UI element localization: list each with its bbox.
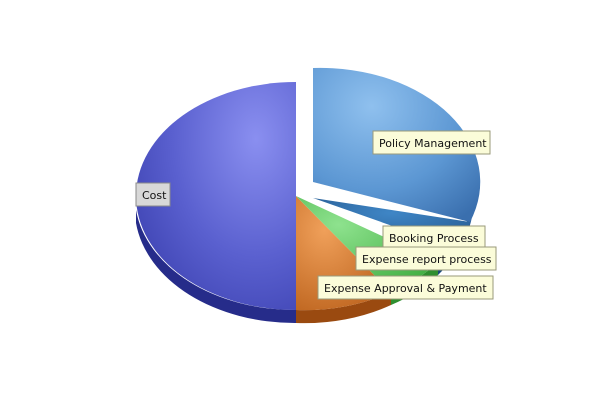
label-text: Expense report process xyxy=(362,253,492,266)
label-text: Expense Approval & Payment xyxy=(324,282,487,295)
label-text: Policy Management xyxy=(379,137,487,150)
label-expense-report-process: Expense report process xyxy=(355,246,497,271)
label-policy-management: Policy Management xyxy=(372,130,491,155)
label-booking-process: Booking Process xyxy=(382,225,486,250)
pie-slice-cost xyxy=(136,82,296,310)
label-expense-approval-payment: Expense Approval & Payment xyxy=(317,275,494,300)
label-text: Booking Process xyxy=(389,232,479,245)
pie-slice-cost-wall xyxy=(136,210,296,324)
pie-slice-approval-wall xyxy=(296,292,391,324)
label-text: Cost xyxy=(142,189,167,202)
label-cost: Cost xyxy=(135,182,171,207)
